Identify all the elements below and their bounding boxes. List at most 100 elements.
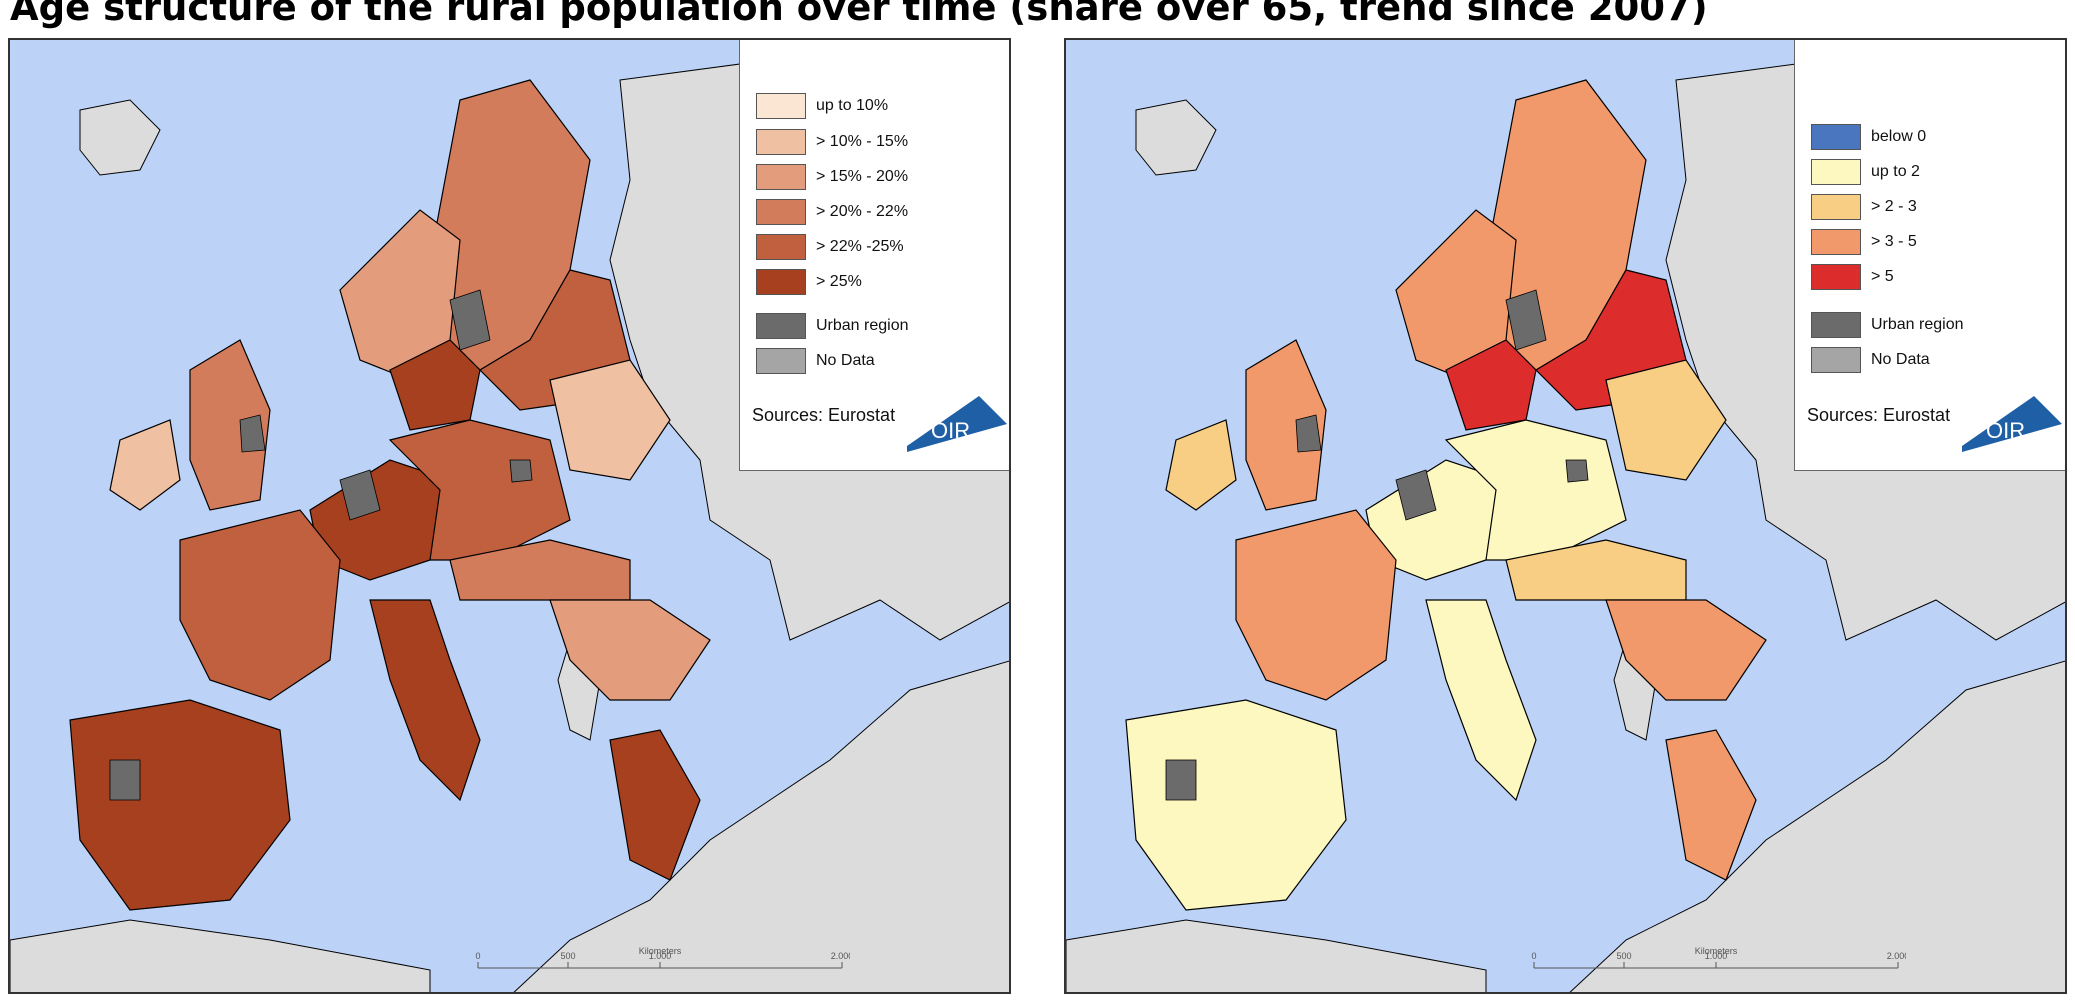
legend-label: > 20% - 22% <box>816 203 909 220</box>
legend-item: > 3 - 5 <box>1811 229 1917 255</box>
region <box>388 419 571 561</box>
region <box>109 419 181 511</box>
scale-tick: 0 <box>475 951 480 961</box>
region <box>179 509 341 701</box>
legend-item-urban: Urban region <box>1811 312 1964 338</box>
legend-label: > 22% -25% <box>816 238 904 255</box>
legend-label: > 3 - 5 <box>1871 233 1917 250</box>
non-eu-land <box>79 99 161 176</box>
non-eu-land <box>1569 660 2065 992</box>
urban-region <box>1505 289 1547 351</box>
region <box>1445 339 1537 431</box>
map-share-over-65[interactable]: up to 10% > 10% - 15% > 15% - 20% > 20% … <box>8 38 1011 994</box>
scale-tick: 0 <box>1531 951 1536 961</box>
region <box>1665 729 1757 881</box>
urban-region <box>1395 469 1437 521</box>
region <box>1165 419 1237 511</box>
legend-item: below 0 <box>1811 124 1926 150</box>
urban-region <box>1295 414 1322 453</box>
scale-tick: 2.000 <box>831 951 850 961</box>
legend-item: > 15% - 20% <box>756 164 908 190</box>
scale-bar: Kilometers 0 500 1.000 2.000 <box>475 946 850 969</box>
legend-swatch <box>1811 124 1861 150</box>
legend-swatch <box>756 164 806 190</box>
region <box>1605 599 1767 701</box>
legend-label: up to 2 <box>1871 163 1920 180</box>
legend-label: No Data <box>816 352 875 369</box>
urban-region <box>339 469 381 521</box>
map-legend: up to 10% > 10% - 15% > 15% - 20% > 20% … <box>739 40 1009 471</box>
non-eu-land <box>10 919 431 992</box>
scale-tick: 2.000 <box>1887 951 1906 961</box>
legend-item: up to 10% <box>756 93 888 119</box>
legend-swatch <box>756 93 806 119</box>
region <box>549 359 671 481</box>
logo-text: ÖIR <box>1986 418 2025 443</box>
legend-item-no-data: No Data <box>756 348 875 374</box>
logo-text: ÖIR <box>931 418 970 443</box>
legend-item: up to 2 <box>1811 159 1920 185</box>
region <box>1125 699 1347 911</box>
legend-swatch <box>1811 347 1861 373</box>
legend-item: > 10% - 15% <box>756 129 908 155</box>
legend-swatch <box>756 199 806 225</box>
map-legend: below 0 up to 2 > 2 - 3 > 3 - 5 > 5 Urba… <box>1794 40 2065 471</box>
legend-label: up to 10% <box>816 97 889 114</box>
legend-swatch <box>1811 229 1861 255</box>
legend-label: > 5 <box>1871 268 1894 285</box>
non-eu-land <box>1066 919 1487 992</box>
map-canvas <box>1066 59 2065 992</box>
legend-item: > 20% - 22% <box>756 199 908 225</box>
scale-tick: 1.000 <box>1705 951 1728 961</box>
legend-label: Urban region <box>816 317 909 334</box>
legend-item: > 5 <box>1811 264 1894 290</box>
region <box>369 599 481 802</box>
scale-bar: Kilometers 0 500 1.000 2.000 <box>1531 946 1906 969</box>
legend-item-urban: Urban region <box>756 313 909 339</box>
region <box>609 729 701 881</box>
urban-region <box>1165 759 1197 801</box>
non-eu-land <box>1135 99 1217 176</box>
region <box>1245 339 1327 511</box>
urban-region <box>449 289 491 351</box>
scale-tick: 500 <box>560 951 575 961</box>
legend-label: Urban region <box>1871 316 1964 333</box>
urban-region <box>509 459 533 483</box>
legend-item: > 2 - 3 <box>1811 194 1917 220</box>
scale-tick: 1.000 <box>649 951 672 961</box>
legend-item-no-data: No Data <box>1811 347 1930 373</box>
non-eu-land <box>513 660 1009 992</box>
region <box>1605 359 1727 481</box>
map-trend-since-2007[interactable]: below 0 up to 2 > 2 - 3 > 3 - 5 > 5 Urba… <box>1064 38 2067 994</box>
legend-swatch <box>756 129 806 155</box>
sources-text: Sources: Eurostat <box>1807 405 1951 425</box>
urban-region <box>239 414 266 453</box>
legend-swatch <box>1811 264 1861 290</box>
oir-logo: ÖIR <box>1962 396 2062 452</box>
map-canvas <box>10 59 1009 992</box>
scale-unit: Kilometers <box>1695 946 1738 956</box>
scale-unit: Kilometers <box>639 946 682 956</box>
urban-region <box>1565 459 1589 483</box>
legend-label: > 10% - 15% <box>816 133 909 150</box>
legend-swatch <box>756 313 806 339</box>
legend-label: > 2 - 3 <box>1871 198 1917 215</box>
legend-swatch <box>756 234 806 260</box>
legend-label: > 25% <box>816 273 862 290</box>
legend-swatch <box>756 269 806 295</box>
region <box>549 599 711 701</box>
legend-label: > 15% - 20% <box>816 168 909 185</box>
urban-region <box>109 759 141 801</box>
page-title: Age structure of the rural population ov… <box>10 0 1708 29</box>
oir-logo: ÖIR <box>907 396 1007 452</box>
legend-swatch <box>1811 159 1861 185</box>
region <box>1425 599 1537 802</box>
region <box>1235 509 1397 701</box>
region <box>1444 419 1627 561</box>
region <box>189 339 271 511</box>
legend-swatch <box>756 348 806 374</box>
scale-tick: 500 <box>1616 951 1631 961</box>
legend-label: below 0 <box>1871 128 1927 145</box>
legend-item: > 25% <box>756 269 862 295</box>
sources-text: Sources: Eurostat <box>752 405 896 425</box>
